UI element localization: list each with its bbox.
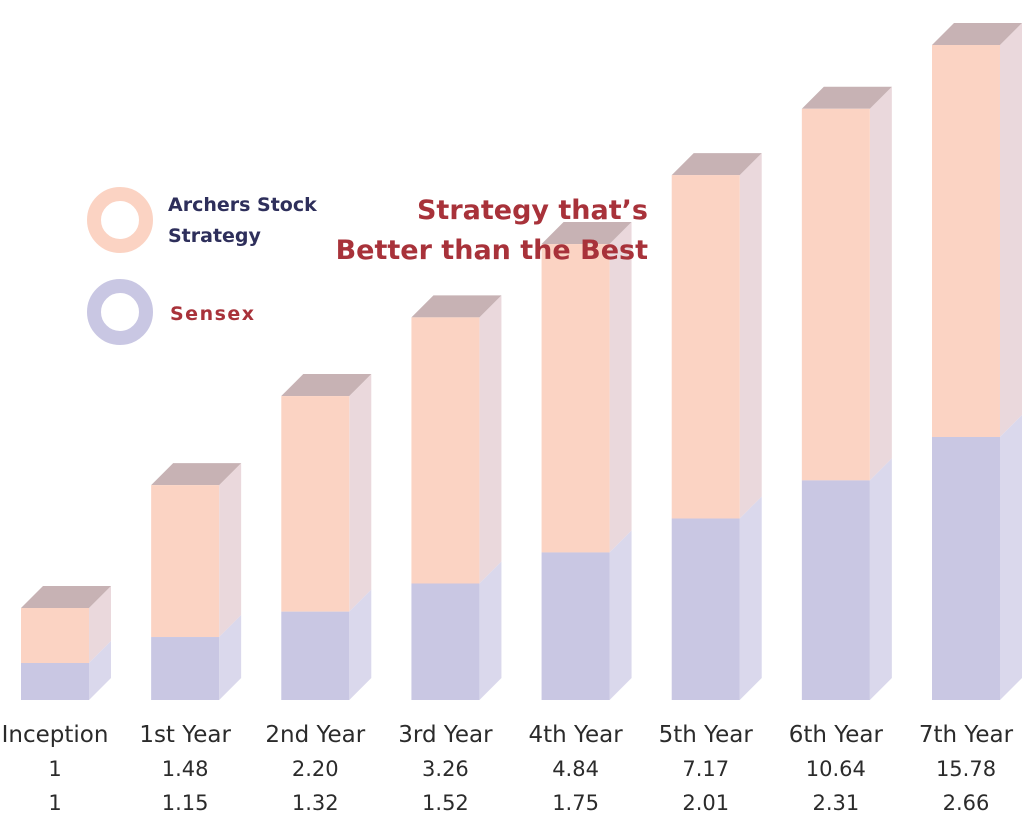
bar-archers-side [869,86,892,481]
sensex-value-label: 2.01 [682,791,729,813]
bar-archers-side [219,463,242,638]
bar-top [21,586,111,608]
bar-archers [541,244,610,553]
bar-top [671,153,762,176]
archers-value-label: 7.17 [682,757,729,781]
bar-sensex-side [479,561,502,700]
bar-archers [151,485,220,638]
category-label: 5th Year [659,722,754,748]
bar-group [411,295,502,700]
bar-archers [21,608,89,663]
bar-top [281,374,372,397]
bar-archers [411,317,480,584]
bar-group [932,23,1022,700]
bar-sensex [21,663,89,700]
category-label: Inception [2,722,109,748]
bar-archers [671,175,740,519]
bar-archers [932,45,1000,437]
category-label: 6th Year [789,722,884,748]
bar-top [411,295,502,318]
bar-archers-side [1000,23,1022,437]
legend-label-archers-line1: Archers Stock [168,194,317,216]
axis-labels: Inception 1 1 1st Year 1.48 1.15 2nd Year 2.20 1… [2,722,1014,813]
bar-archers-side [349,374,372,612]
bar-top [151,463,242,486]
chart-title-line2: Better than the Best [336,235,649,266]
legend-label-archers-line2: Strategy [168,225,262,247]
legend-swatch-archers [87,187,153,253]
sensex-value-label: 1.32 [292,791,339,813]
bar-top [541,222,632,245]
bar-archers-side [89,586,111,663]
archers-value-label: 15.78 [936,757,996,781]
legend: Archers Stock Strategy Sensex [87,187,317,345]
sensex-value-label: 2.66 [943,791,990,813]
archers-value-label: 3.26 [422,757,469,781]
bar-group [281,374,372,700]
bar-sensex [932,437,1000,700]
archers-value-label: 2.20 [292,757,339,781]
bar-sensex-side [219,615,242,700]
bar-archers [281,396,350,612]
sensex-value-label: 1 [48,791,61,813]
bar-sensex-side [739,496,762,700]
chart-title-line1: Strategy that’s [417,195,648,226]
archers-value-label: 1 [48,757,61,781]
category-label: 2nd Year [265,722,365,748]
archers-value-label: 1.48 [162,757,209,781]
bar-sensex [541,552,610,700]
category-label: 4th Year [528,722,623,748]
bar-sensex-side [349,589,372,700]
bar-group [801,86,892,700]
archers-value-label: 4.84 [552,757,599,781]
bar-sensex [281,611,350,700]
bar-group [541,222,632,700]
bar-sensex [801,480,870,700]
bar-archers-side [479,295,502,584]
bar-group [671,153,762,700]
sensex-value-label: 1.15 [162,791,209,813]
bar-archers-side [609,222,632,553]
bar-top [801,86,892,109]
category-label: 3rd Year [398,722,493,748]
bar-group [151,463,242,700]
sensex-value-label: 2.31 [812,791,859,813]
bar-sensex [411,583,480,700]
bar-top [932,23,1022,45]
bar-sensex [151,637,220,700]
archers-value-label: 10.64 [806,757,866,781]
bar-sensex-side [89,641,111,700]
category-label: 1st Year [139,722,231,748]
legend-swatch-sensex [87,279,153,345]
bar-archers [801,108,870,481]
legend-label-sensex: Sensex [170,303,256,325]
bars [21,23,1022,700]
bar-archers-side [739,153,762,519]
bar-sensex-side [1000,415,1022,700]
bar-group [21,586,111,700]
bar-sensex-side [869,458,892,700]
bar-sensex-side [609,530,632,700]
sensex-value-label: 1.52 [422,791,469,813]
sensex-value-label: 1.75 [552,791,599,813]
bar-sensex [671,518,740,700]
category-label: 7th Year [919,722,1014,748]
